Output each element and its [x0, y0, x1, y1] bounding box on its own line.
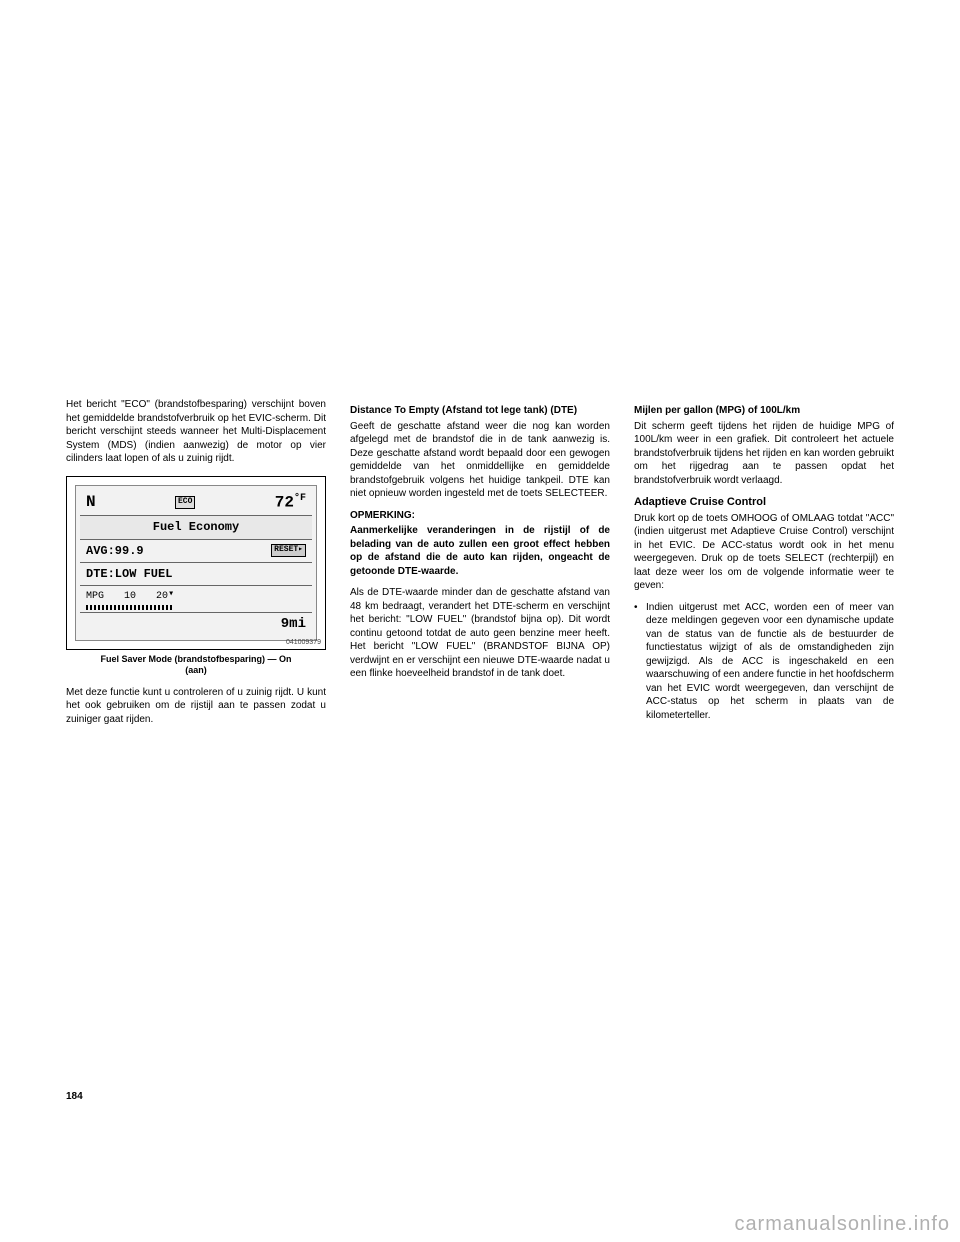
bullet-icon: •	[634, 601, 646, 723]
opmerking-para: Aanmerkelijke veranderingen in de rijsti…	[350, 524, 610, 578]
opmerking-heading: OPMERKING:	[350, 509, 610, 523]
lowfuel-para: Als de DTE-waarde minder dan de geschatt…	[350, 586, 610, 681]
odometer: 9mi	[80, 612, 312, 636]
para-rijstijl: Met deze functie kunt u controleren of u…	[66, 686, 326, 727]
watermark: carmanualsonline.info	[734, 1213, 950, 1236]
acc-para: Druk kort op de toets OMHOOG of OMLAAG t…	[634, 512, 894, 593]
lcd-figure: N ECO 72°F Fuel Economy AVG:99.9 RESET▸ …	[66, 476, 326, 651]
column-3: Mijlen per gallon (MPG) of 100L/km Dit s…	[634, 398, 894, 734]
dte-para: Geeft de geschatte afstand weer die nog …	[350, 420, 610, 501]
reset-button: RESET▸	[271, 544, 306, 557]
acc-bullet: • Indien uitgerust met ACC, worden een o…	[634, 601, 894, 723]
dte-heading: Distance To Empty (Afstand tot lege tank…	[350, 404, 610, 418]
figure-number: 041009379	[286, 638, 321, 647]
mpg-para: Dit scherm geeft tijdens het rijden de h…	[634, 420, 894, 488]
figure-caption: Fuel Saver Mode (brandstofbesparing) — O…	[66, 654, 326, 676]
page-number: 184	[66, 1091, 83, 1102]
column-1: Het bericht "ECO" (brandstofbesparing) v…	[66, 398, 326, 734]
acc-heading: Adaptieve Cruise Control	[634, 495, 894, 510]
temperature: 72°F	[275, 492, 306, 514]
intro-text: Het bericht "ECO" (brandstofbesparing) v…	[66, 398, 326, 466]
lcd-screen: N ECO 72°F Fuel Economy AVG:99.9 RESET▸ …	[75, 485, 317, 642]
direction-indicator: N	[86, 492, 96, 514]
mpg-graph: MPG 10 20 ▾	[80, 585, 312, 613]
avg-value: AVG:99.9	[86, 543, 144, 559]
lcd-title: Fuel Economy	[80, 515, 312, 538]
mpg-heading: Mijlen per gallon (MPG) of 100L/km	[634, 404, 894, 418]
column-2: Distance To Empty (Afstand tot lege tank…	[350, 398, 610, 734]
eco-badge: ECO	[175, 496, 195, 509]
dte-value: DTE:LOW FUEL	[80, 562, 312, 585]
